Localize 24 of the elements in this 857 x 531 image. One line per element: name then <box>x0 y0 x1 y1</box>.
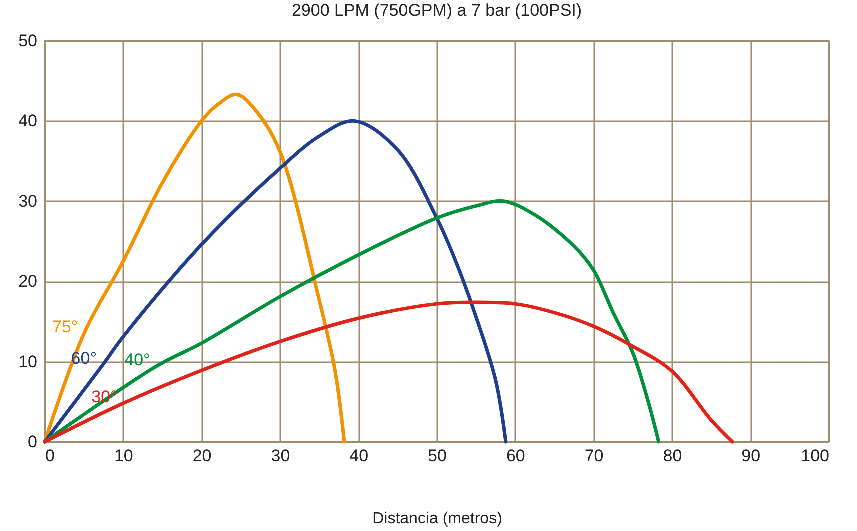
x-tick-label: 0 <box>46 446 55 466</box>
x-tick-label: 50 <box>428 446 447 466</box>
y-tick-label: 30 <box>18 192 38 211</box>
y-tick-label: 10 <box>18 352 38 372</box>
series-label: 75° <box>52 318 78 337</box>
x-tick-label: 70 <box>584 446 604 466</box>
x-tick-label: 80 <box>663 446 682 466</box>
x-tick-label: 100 <box>801 446 830 466</box>
chart-title: 2900 LPM (750GPM) a 7 bar (100PSI) <box>292 1 582 20</box>
x-axis-title: Distancia (metros) <box>372 510 502 528</box>
y-tick-label: 40 <box>18 112 38 131</box>
line-series <box>43 92 346 444</box>
line-series <box>43 119 508 444</box>
x-tick-label: 10 <box>114 446 134 466</box>
x-tick-label: 20 <box>192 446 212 466</box>
line-series <box>43 300 734 444</box>
y-tick-label: 20 <box>18 272 38 292</box>
y-tick-label: 0 <box>28 432 38 452</box>
x-tick-label: 60 <box>506 446 526 466</box>
x-tick-label: 40 <box>350 446 369 466</box>
x-tick-label: 90 <box>742 446 761 466</box>
x-tick-label: 30 <box>271 446 290 466</box>
y-tick-label: 50 <box>18 32 38 50</box>
line-series <box>43 199 661 444</box>
